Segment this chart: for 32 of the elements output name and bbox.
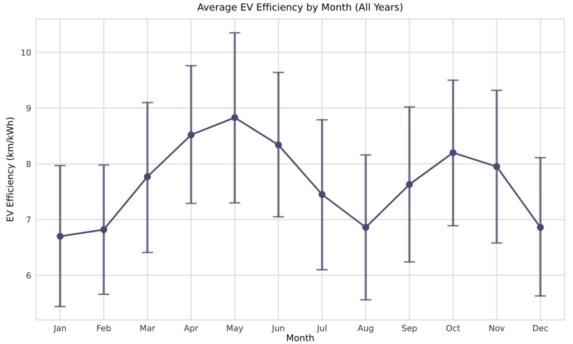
y-tick-label: 8 <box>26 160 31 168</box>
x-tick-label: Oct <box>446 324 460 332</box>
x-axis-title: Month <box>286 334 314 342</box>
point <box>56 232 64 240</box>
point <box>100 226 108 234</box>
point <box>362 224 370 231</box>
x-tick-label: Jul <box>316 324 326 333</box>
point <box>231 114 238 122</box>
x-tick-label: Apr <box>184 325 198 333</box>
x-tick-label: Feb <box>97 324 111 332</box>
point <box>406 180 413 188</box>
y-tick-label: 6 <box>26 272 31 279</box>
point <box>493 163 500 170</box>
x-tick-label: Mar <box>140 325 156 332</box>
x-tick-label: Jan <box>53 325 66 333</box>
y-axis-title: EV Efficiency (km/kWh) <box>6 118 16 222</box>
point <box>318 191 326 198</box>
y-tick-label: 7 <box>26 216 31 223</box>
x-tick-label: May <box>226 325 244 333</box>
y-tick-label: 9 <box>26 105 31 112</box>
y-tick-label: 10 <box>22 49 31 56</box>
chart-title: Average EV Efficiency by Month (All Years) <box>197 3 402 13</box>
x-tick-label: Aug <box>358 325 374 333</box>
point <box>274 141 282 148</box>
point <box>188 131 195 138</box>
x-tick-label: Dec <box>533 325 548 332</box>
x-tick-label: Jun <box>271 325 284 333</box>
point <box>450 149 457 156</box>
point <box>144 173 151 180</box>
x-tick-label: Sep <box>402 324 417 333</box>
point <box>536 224 544 231</box>
x-tick-label: Nov <box>489 325 505 332</box>
